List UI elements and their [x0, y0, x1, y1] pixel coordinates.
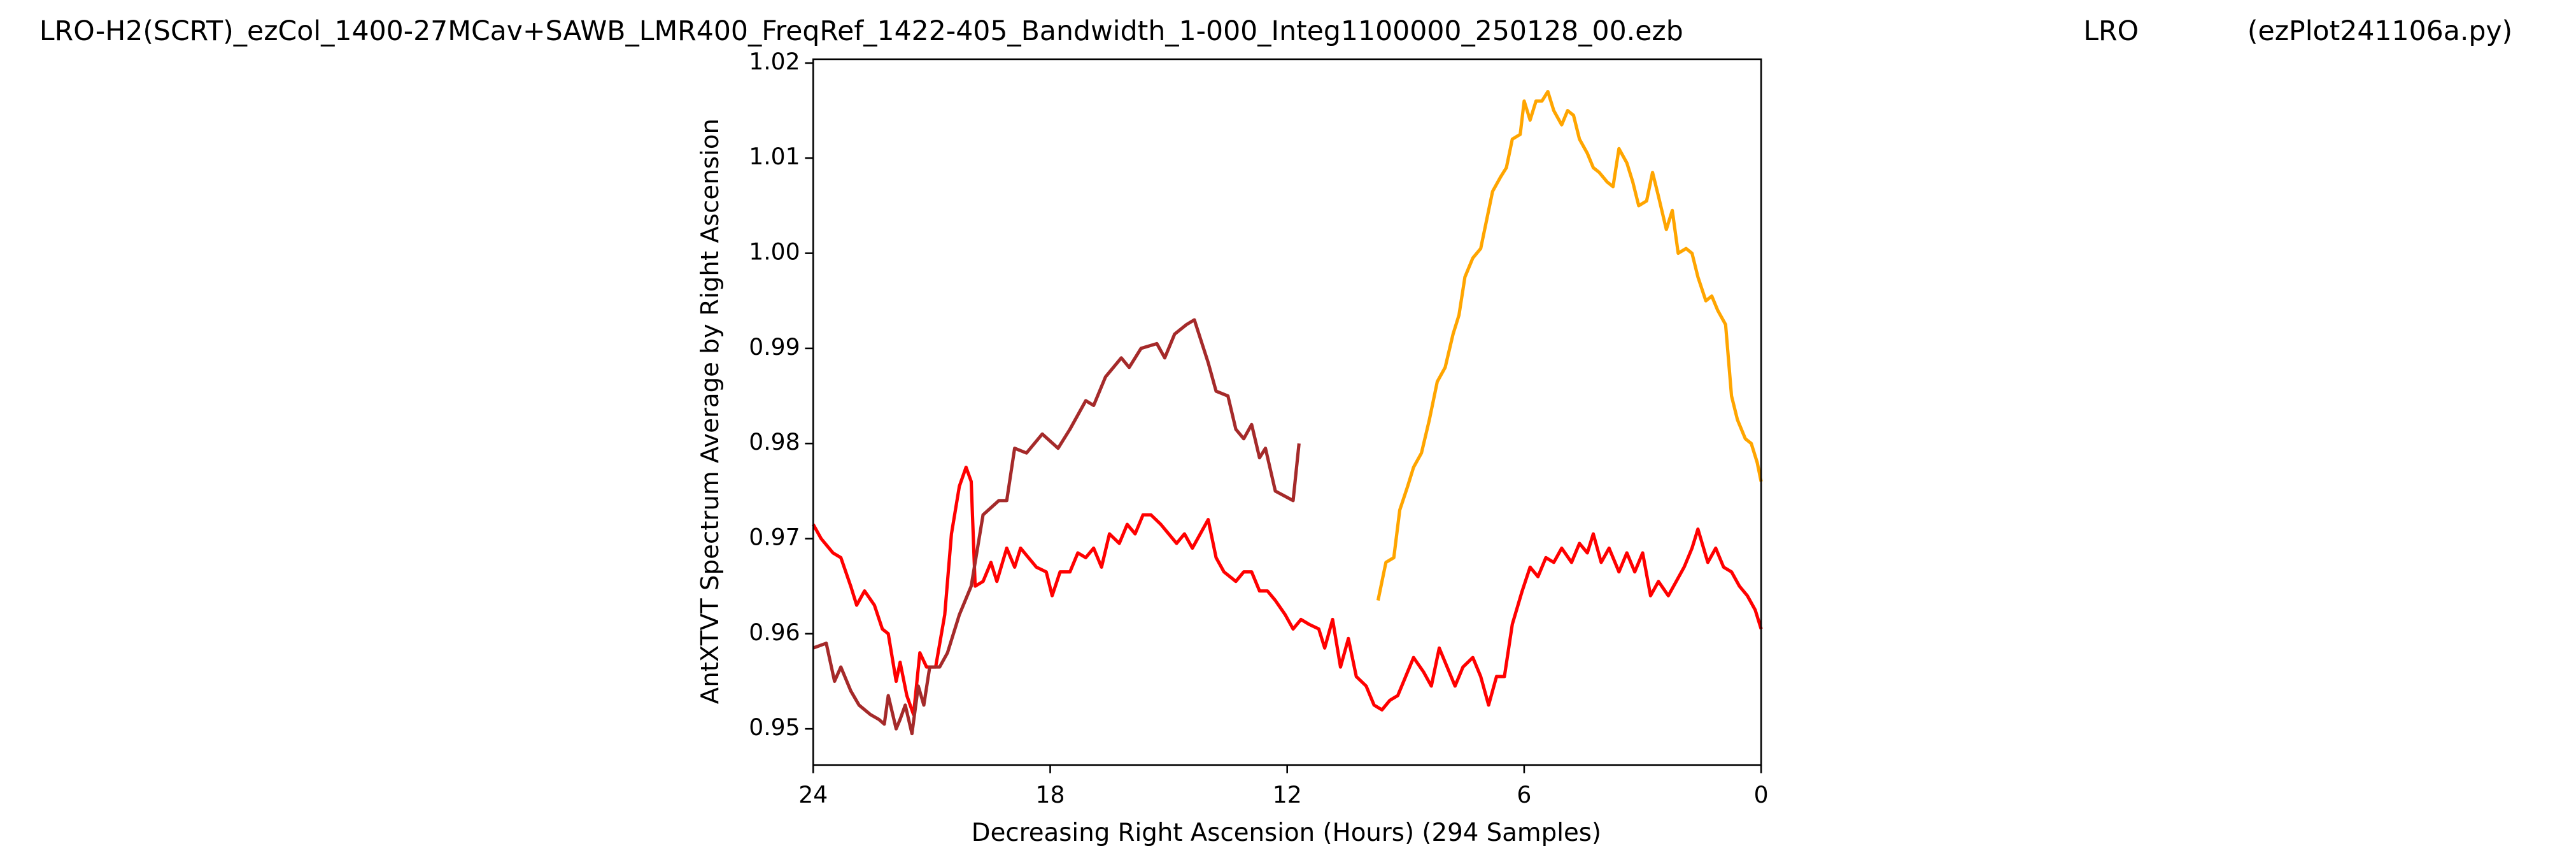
x-tick-label: 12 — [1273, 781, 1302, 808]
x-tick-label: 0 — [1754, 781, 1769, 808]
y-tick-label: 1.02 — [749, 48, 800, 75]
y-axis-label: AntXTVT Spectrum Average by Right Ascens… — [696, 118, 725, 704]
x-tick-label: 18 — [1036, 781, 1065, 808]
y-tick-label: 1.00 — [749, 238, 800, 266]
chart-title-site: LRO — [2083, 15, 2139, 47]
y-tick-label: 0.98 — [749, 428, 800, 455]
x-tick-label: 24 — [798, 781, 828, 808]
plot-frame — [812, 58, 1762, 766]
y-tick-label: 0.97 — [749, 524, 800, 551]
y-tick-label: 0.95 — [749, 713, 800, 741]
y-tick-label: 1.01 — [749, 143, 800, 170]
data-line — [812, 465, 1763, 717]
x-axis-label: Decreasing Right Ascension (Hours) (294 … — [972, 819, 1601, 847]
data-line — [1376, 90, 1763, 601]
chart-title-program: (ezPlot241106a.py) — [2247, 15, 2512, 47]
y-tick-label: 0.96 — [749, 619, 800, 646]
y-tick-label: 0.99 — [749, 333, 800, 361]
x-tick-label: 6 — [1517, 781, 1531, 808]
data-line — [812, 318, 1301, 736]
chart-title: LRO-H2(SCRT)_ezCol_1400-27MCav+SAWB_LMR4… — [39, 15, 1683, 47]
